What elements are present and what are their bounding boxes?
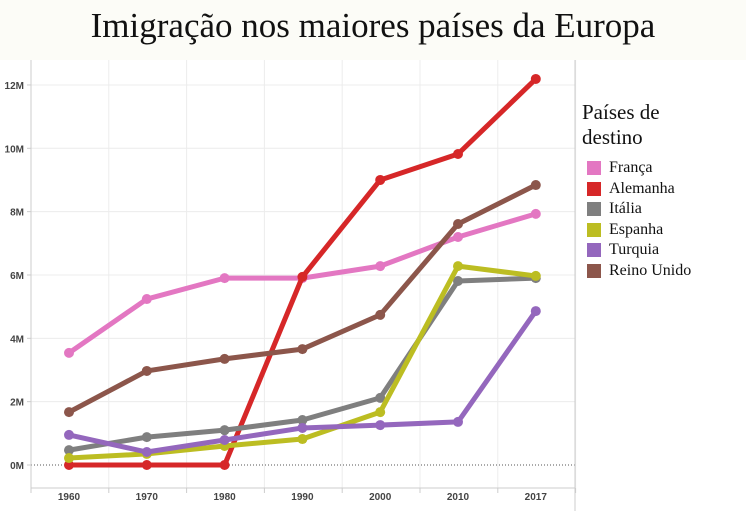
data-point [297,415,308,426]
data-point [219,273,230,284]
legend-swatch [587,243,601,258]
legend-label: Reino Unido [609,261,692,279]
data-point [453,231,463,242]
data-point [453,275,463,286]
data-point [219,425,230,436]
data-point [64,445,74,456]
data-point [530,180,541,191]
x-tick-label: 2017 [525,492,548,503]
series-itália [64,273,541,456]
x-tick-label: 2000 [369,492,392,503]
series-reino-unido [64,180,541,418]
data-point [375,309,386,320]
legend-swatch [587,181,601,196]
y-tick-label: 2M [10,398,24,409]
x-tick-label: 1980 [213,492,236,503]
data-point [453,416,463,427]
data-point [375,420,386,431]
data-point [141,432,152,443]
y-tick-label: 0M [10,461,24,472]
legend-item[interactable]: Espanha [582,220,722,241]
data-point [297,344,308,355]
data-point [64,429,74,440]
y-tick-label: 6M [10,271,24,282]
data-point [375,407,386,418]
legend-swatch [587,161,601,176]
data-point [375,392,386,403]
data-point [453,261,463,272]
legend-item[interactable]: Itália [582,199,722,220]
data-point [219,460,230,470]
legend: Países de destino França Alemanha Itália Es… [582,100,722,281]
x-tick-label: 1970 [136,492,159,503]
data-point [297,422,308,433]
x-tick-label: 1960 [58,492,81,503]
legend-label: França [609,159,653,177]
legend-item[interactable]: França [582,158,722,179]
legend-swatch [587,202,601,217]
legend-label: Espanha [609,220,664,238]
legend-item[interactable]: Alemanha [582,179,722,200]
legend-item[interactable]: Turquia [582,240,722,261]
legend-label: Alemanha [609,179,675,197]
data-point [64,407,74,418]
data-point [141,460,152,470]
series-line [67,182,537,415]
data-point [530,73,541,84]
legend-swatch [587,222,601,237]
y-tick-label: 8M [10,208,24,219]
legend-label: Turquia [609,241,660,259]
data-point [219,353,230,364]
data-point [64,347,74,358]
data-point [297,271,308,282]
data-point [375,261,386,272]
data-point [375,174,386,185]
x-tick-label: 1990 [291,492,314,503]
data-point [141,447,152,458]
y-tick-label: 4M [10,334,24,345]
legend-item[interactable]: Reino Unido [582,261,722,282]
x-tick-label: 2010 [447,492,470,503]
title-band [0,0,746,60]
data-point [141,294,152,305]
legend-title: Países de destino [582,100,660,149]
data-point [141,365,152,376]
legend-label: Itália [609,200,642,218]
data-point [453,218,463,229]
y-tick-label: 10M [5,144,24,155]
data-point [64,453,74,464]
series-alemanha [64,73,541,470]
chart-title: Imigração nos maiores países da Europa [90,6,656,45]
series-turquia [64,306,541,458]
data-point [219,434,230,445]
legend-swatch [587,263,601,278]
data-point [297,434,308,445]
data-point [530,208,541,219]
data-point [530,306,541,317]
y-tick-label: 12M [5,81,24,92]
data-point [64,460,74,470]
data-point [530,270,541,281]
data-point [453,149,463,160]
